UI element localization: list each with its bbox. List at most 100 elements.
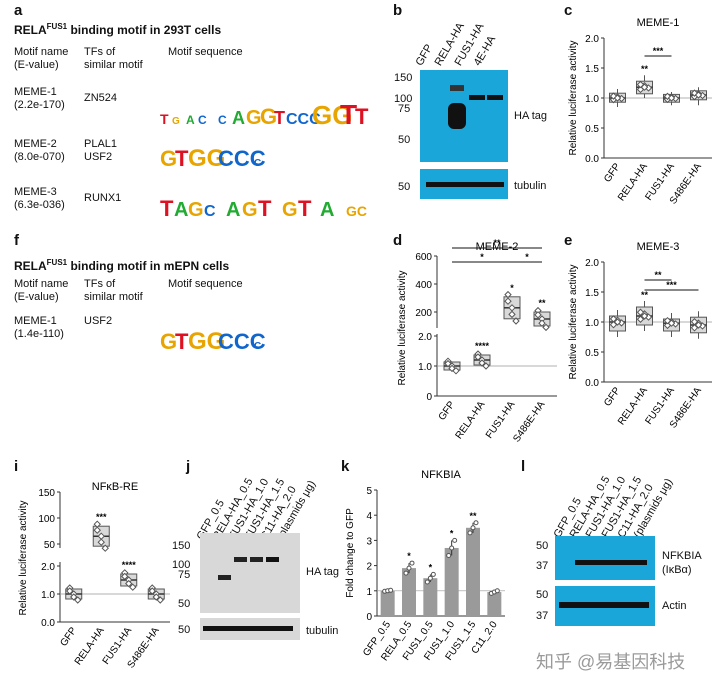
data-point — [448, 364, 456, 373]
band — [266, 557, 279, 562]
data-point — [406, 565, 412, 571]
logo-letter: T — [160, 196, 174, 220]
data-point — [613, 94, 622, 102]
data-point — [74, 596, 82, 604]
panel-a-title: RELAFUS1 binding motif in 293T cells — [14, 22, 221, 37]
logo-letter: GG — [188, 328, 225, 353]
motif-tf: ZN524 — [84, 92, 118, 104]
motif-name: MEME-1 — [14, 315, 57, 327]
motif-logo-meme2: G T GG CCC C — [160, 122, 270, 170]
logo-letter: C — [254, 341, 261, 352]
y-tick-label: 100 — [38, 514, 55, 525]
data-point — [694, 321, 703, 329]
mw-marker: 150 — [394, 72, 413, 84]
band — [448, 103, 466, 129]
data-point — [542, 323, 550, 332]
sequence-logo: G T GG CCC C — [160, 328, 266, 353]
bar — [466, 527, 480, 616]
motif-evalue: (1.4e-110) — [14, 328, 64, 340]
mw-marker: 75 — [398, 103, 411, 115]
col-tfs: TFs of — [84, 278, 116, 290]
y-tick-label: 2.0 — [418, 332, 432, 343]
panel-e-letter: e — [564, 232, 573, 249]
motif-tf: USF2 — [84, 315, 113, 327]
data-point — [446, 553, 452, 559]
mw-marker: 37 — [536, 560, 549, 572]
panel-a-col-tfs: TFs of similar motif — [84, 46, 143, 72]
y-axis-label: Relative luciferase activity — [568, 40, 579, 155]
data-point — [473, 520, 479, 526]
y-tick-label: 2.0 — [585, 34, 599, 45]
panel-a-title-rest: binding motif in 293T cells — [67, 23, 222, 37]
panel-i-letter: i — [14, 458, 19, 475]
data-point — [444, 359, 452, 368]
panel-a-row-2: MEME-2 (8.0e-070) — [14, 138, 65, 164]
data-point — [452, 537, 458, 543]
chart-e: MEME-30.00.51.01.52.0GFP**RELA-HAFUS1-HA… — [568, 241, 712, 430]
significance-label: * — [450, 528, 454, 538]
panel-b-letter: b — [393, 2, 403, 19]
blot-label: HA tag — [514, 110, 548, 122]
panel-f-title-main: RELA — [14, 259, 47, 273]
col-tfs2: similar motif — [84, 291, 143, 303]
col-tfs: TFs of — [84, 46, 116, 58]
col-tfs2: similar motif — [84, 59, 143, 71]
significance-label: ** — [469, 511, 477, 521]
y-tick-label: 200 — [415, 308, 432, 319]
sig-bracket-label: * — [525, 252, 529, 262]
panel-l-letter: l — [521, 458, 526, 475]
chart-title: MEME-3 — [637, 241, 680, 253]
chart-k: NFKBIA012345GFP_0.5*RELA_0.5*FUS1_0.5*FU… — [345, 469, 505, 663]
panel-f-title-sup: FUS1 — [46, 258, 68, 267]
data-point — [504, 297, 512, 305]
panel-a-title-main: RELA — [14, 23, 47, 37]
sequence-logo: T A G C A G T G T A GC — [160, 196, 367, 220]
western-blot-tubulin — [420, 169, 508, 199]
chart-title: MEME-1 — [637, 17, 680, 29]
blot-label: tubulin — [514, 180, 547, 192]
data-point — [690, 324, 699, 332]
data-point — [538, 319, 546, 327]
data-point — [148, 587, 156, 595]
logo-letter: A — [232, 108, 245, 126]
logo-letter: G — [188, 199, 204, 220]
panel-a-col-motif: Motif name (E-value) — [14, 46, 68, 72]
panel-f-row-1: MEME-1 (1.4e-110) — [14, 315, 64, 341]
data-point — [494, 588, 500, 594]
y-tick-label: 3 — [366, 536, 372, 547]
panel-f-col-tfs: TFs of similar motif — [84, 278, 143, 304]
motif-tf: RUNX1 — [84, 192, 122, 204]
mw-marker: 50 — [398, 134, 411, 146]
panel-j-letter: j — [186, 458, 191, 475]
sequence-logo: G T GG CCC C — [160, 145, 266, 170]
bar — [402, 568, 416, 616]
mw-marker: 100 — [172, 559, 191, 571]
logo-letter: C — [254, 158, 261, 169]
panel-a-col-seq: Motif sequence — [168, 46, 243, 58]
logo-letter: CCC — [286, 111, 321, 126]
logo-letter: G — [242, 199, 258, 220]
lane-label: GFP — [413, 42, 436, 68]
data-point — [690, 318, 699, 326]
data-point — [424, 579, 430, 585]
y-axis-label: Relative luciferase activity — [568, 264, 579, 379]
x-tick-label: RELA-HA — [454, 399, 488, 441]
panel-a-row-1: MEME-1 (2.2e-170) — [14, 86, 65, 112]
motif-evalue: (2.2e-170) — [14, 99, 65, 111]
data-point — [93, 526, 101, 534]
significance-label: **** — [122, 560, 137, 570]
data-point — [609, 315, 618, 323]
panel-a-row-3: MEME-3 (6.3e-036) — [14, 186, 65, 212]
x-tick-label: GFP — [602, 161, 623, 184]
panel-f-col-motif: Motif name (E-value) — [14, 278, 68, 304]
y-tick-label: 50 — [44, 540, 56, 551]
chart-title: MEME-2 — [476, 241, 519, 253]
logo-letter: C — [204, 203, 216, 220]
band — [450, 85, 464, 91]
y-tick-label: 0.0 — [41, 618, 55, 629]
data-point — [636, 308, 645, 316]
motif-tf: PLAL1 — [84, 138, 118, 150]
col-evalue: (E-value) — [14, 59, 59, 71]
data-point — [125, 579, 133, 588]
data-point — [474, 353, 482, 361]
